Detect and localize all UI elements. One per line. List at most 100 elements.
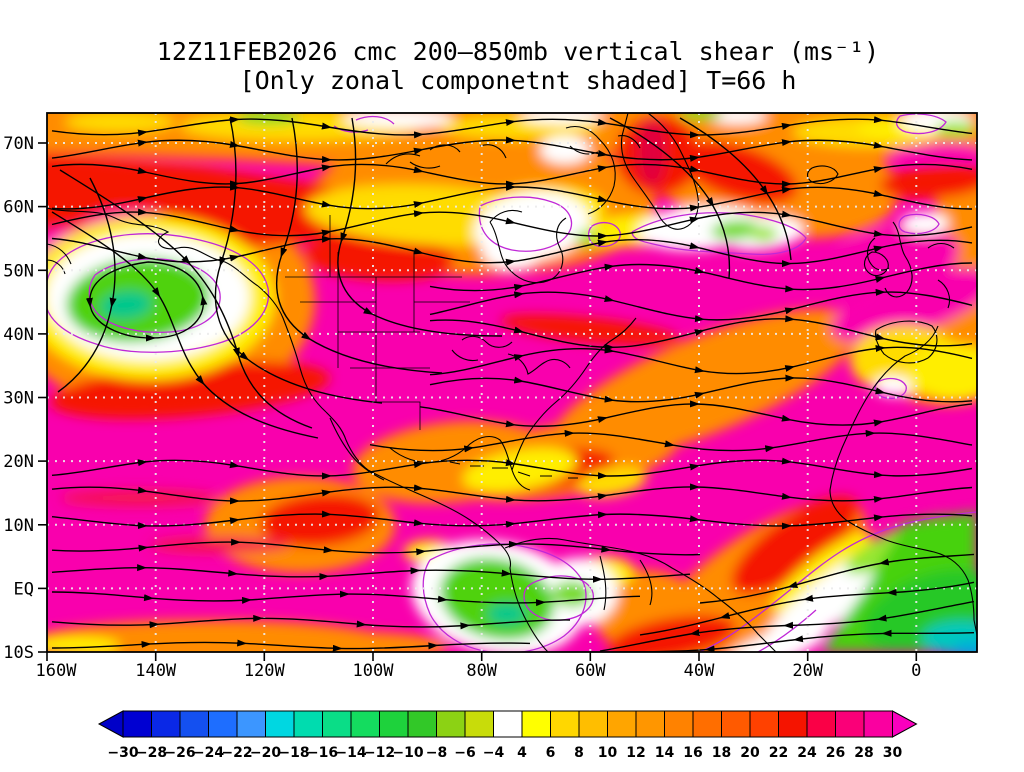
lon-label-0: 0 [911,661,921,681]
streamline [51,590,641,607]
lon-label-20w: 20W [792,661,823,681]
y-axis: 70N 60N 50N 40N 30N 20N 10N EQ 10S [3,134,47,663]
colorbar-label: −26 [164,745,195,761]
colorbar-label: 14 [655,745,675,761]
lat-label-30n: 30N [3,389,34,409]
colorbar-cell [607,710,637,738]
streamline [51,538,701,556]
colorbar-cell [208,710,238,738]
colorbar-label: 16 [683,745,702,761]
streamline [214,117,383,404]
colorbar-label: 10 [598,745,618,761]
streamline [51,208,973,240]
streamline [337,117,503,337]
streamline [51,564,691,583]
colorbar-cell [151,710,181,738]
x-axis: 160W 140W 120W 100W 80W 60W 40W 20W 0 [36,652,921,681]
chart-title-line1: 12Z11FEB2026 cmc 200–850mb vertical shea… [157,37,879,66]
streamline [609,117,731,279]
colorbar-label: 6 [546,745,556,761]
colorbar-label: 18 [712,745,731,761]
colorbar-cell [521,710,551,738]
streamline [51,614,571,630]
colorbar-label: −22 [221,745,252,761]
colorbar-cell [322,710,352,738]
lat-label-70n: 70N [3,134,34,154]
colorbar-cell [863,710,893,738]
colorbar-label: −12 [364,745,395,761]
colorbar-label: −28 [136,745,167,761]
colorbar-cell [265,710,295,738]
streamline [599,600,975,652]
streamlines [51,116,975,652]
streamline [51,639,531,652]
colorbar-label: 30 [883,745,903,761]
colorbar-cell [664,710,694,738]
lat-label-40n: 40N [3,325,34,345]
colorbar-label: 28 [854,745,873,761]
streamline [429,315,973,351]
colorbar-cell [122,710,152,738]
colorbar-cell [464,710,494,738]
streamline [419,400,973,428]
colorbar-arrow-left [97,710,124,738]
streamline [51,457,973,480]
lat-label-10n: 10N [3,516,34,536]
lat-label-10s: 10S [3,643,34,663]
colorbar-arrow-right [892,710,918,738]
streamline [429,345,973,376]
colorbar-cell [493,710,523,738]
colorbar-label: −10 [392,745,423,761]
chart-title-line2: [Only zonal componetnt shaded] T=66 h [240,66,797,95]
colorbar-cell [749,710,779,738]
colorbar-label: −14 [335,745,366,761]
streamline [51,136,973,163]
colorbar-cell [407,710,437,738]
lon-label-80w: 80W [466,661,497,681]
colorbar-label: 4 [517,745,527,761]
colorbar-label: 22 [769,745,788,761]
colorbar-label: −18 [278,745,309,761]
colorbar-cell [350,710,380,738]
colorbar-label: −6 [454,745,475,761]
map-border [46,112,978,653]
streamline [429,262,973,293]
colorbar-cell [806,710,836,738]
colorbar-cell [179,710,209,738]
streamline [275,117,443,374]
colorbar-cell [578,710,608,738]
colorbar-cell [236,710,266,738]
colorbar-label: 26 [826,745,845,761]
streamline [51,116,973,139]
streamline [369,429,973,453]
lat-label-60n: 60N [3,198,34,218]
colorbar-label: −16 [307,745,338,761]
colorbar-label: 8 [574,745,584,761]
streamline [59,169,313,429]
shaded-field [47,113,977,652]
lon-label-60w: 60W [575,661,606,681]
lat-label-50n: 50N [3,261,34,281]
lon-label-160w: 160W [36,661,78,681]
colorbar-label: −8 [426,745,447,761]
colorbar-label: −30 [107,745,138,761]
colorbar-cell [379,710,409,738]
streamline [619,629,975,652]
streamline [51,510,973,530]
colorbar-label: −4 [483,745,505,761]
colorbar-label: 12 [626,745,645,761]
lon-label-100w: 100W [353,661,395,681]
streamline [51,483,973,505]
streamline [85,261,208,342]
lat-label-eq: EQ [14,579,34,599]
streamline [429,374,973,403]
colorbar-cell [721,710,751,738]
lat-label-20n: 20N [3,452,34,472]
streamline [679,117,792,261]
lon-label-40w: 40W [684,661,715,681]
streamline [51,183,973,212]
colorbar-cell [293,710,323,738]
colorbar-label: 24 [797,745,817,761]
colorbar-cell [635,710,665,738]
